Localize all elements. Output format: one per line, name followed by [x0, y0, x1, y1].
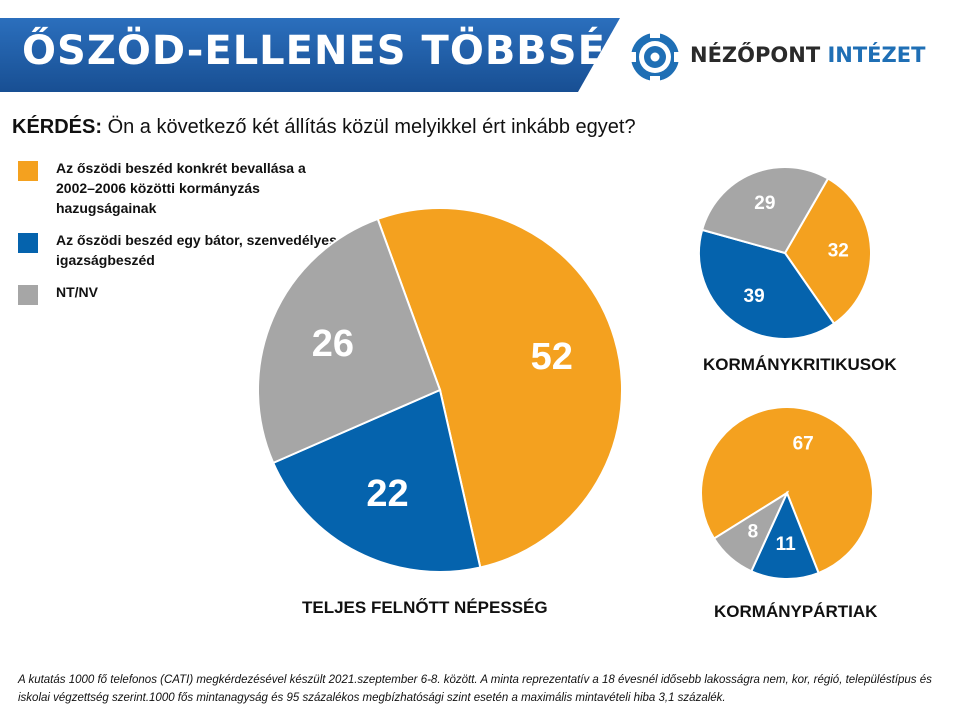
slice-nt-nv: [712, 490, 790, 573]
logo-text: NÉZŐPONT INTÉZET: [690, 43, 925, 67]
slice-truth-speech: [271, 388, 482, 573]
data-label: 29: [754, 193, 775, 214]
logo-suffix: INTÉZET: [827, 43, 926, 67]
legend-swatch-gray: [18, 285, 38, 305]
logo: NÉZŐPONT INTÉZET: [628, 30, 948, 84]
pie-caption-critics: KORMÁNYKRITIKUSOK: [703, 355, 897, 374]
slice-nt-nv: [257, 217, 442, 465]
legend-item-nt-nv: NT/NV: [18, 282, 348, 305]
slice-admission: [376, 207, 623, 569]
page-title: ŐSZÖD-ELLENES TÖBBSÉG: [22, 28, 640, 74]
data-label: 67: [793, 433, 814, 454]
data-label: 52: [531, 336, 573, 378]
data-label: 32: [828, 240, 849, 261]
slice-truth-speech: [698, 228, 836, 340]
pie-chart-1: 52 22 26: [257, 207, 623, 573]
slice-nt-nv: [700, 166, 830, 255]
logo-brand: NÉZŐPONT: [690, 43, 821, 67]
slice-truth-speech: [749, 490, 820, 580]
banner-shape: [0, 18, 620, 92]
methodology-footnote: A kutatás 1000 fő telefonos (CATI) megké…: [18, 674, 932, 704]
legend-label: NT/NV: [56, 284, 98, 300]
pie-chart-2: 32 39 29: [698, 166, 872, 340]
pie-chart-3: 67 11 8: [700, 406, 874, 580]
slice-admission: [700, 406, 874, 575]
data-label: 26: [312, 323, 354, 365]
legend: Az őszödi beszéd konkrét bevallása a 200…: [18, 158, 348, 314]
slice-admission: [783, 177, 872, 326]
legend-label: Az őszödi beszéd egy bátor, szenvedélyes…: [56, 232, 337, 268]
pie-caption-total: TELJES FELNŐTT NÉPESSÉG: [302, 598, 548, 617]
data-label: 11: [776, 534, 797, 555]
target-icon: [628, 30, 682, 84]
legend-label: Az őszödi beszéd konkrét bevallása a 200…: [56, 160, 306, 216]
question: KÉRDÉS: Ön a következő két állítás közül…: [12, 116, 636, 139]
pie-caption-supporters: KORMÁNYPÁRTIAK: [714, 602, 878, 621]
legend-item-admission: Az őszödi beszéd konkrét bevallása a 200…: [18, 158, 348, 218]
data-label: 39: [744, 286, 765, 307]
legend-swatch-orange: [18, 161, 38, 181]
question-label: KÉRDÉS:: [12, 116, 103, 138]
question-text: Ön a következő két állítás közül melyikk…: [102, 116, 636, 138]
data-label: 22: [366, 473, 408, 515]
legend-swatch-blue: [18, 233, 38, 253]
legend-item-truth-speech: Az őszödi beszéd egy bátor, szenvedélyes…: [18, 230, 348, 270]
data-label: 8: [748, 521, 759, 542]
title-banner: ŐSZÖD-ELLENES TÖBBSÉG: [0, 18, 639, 92]
